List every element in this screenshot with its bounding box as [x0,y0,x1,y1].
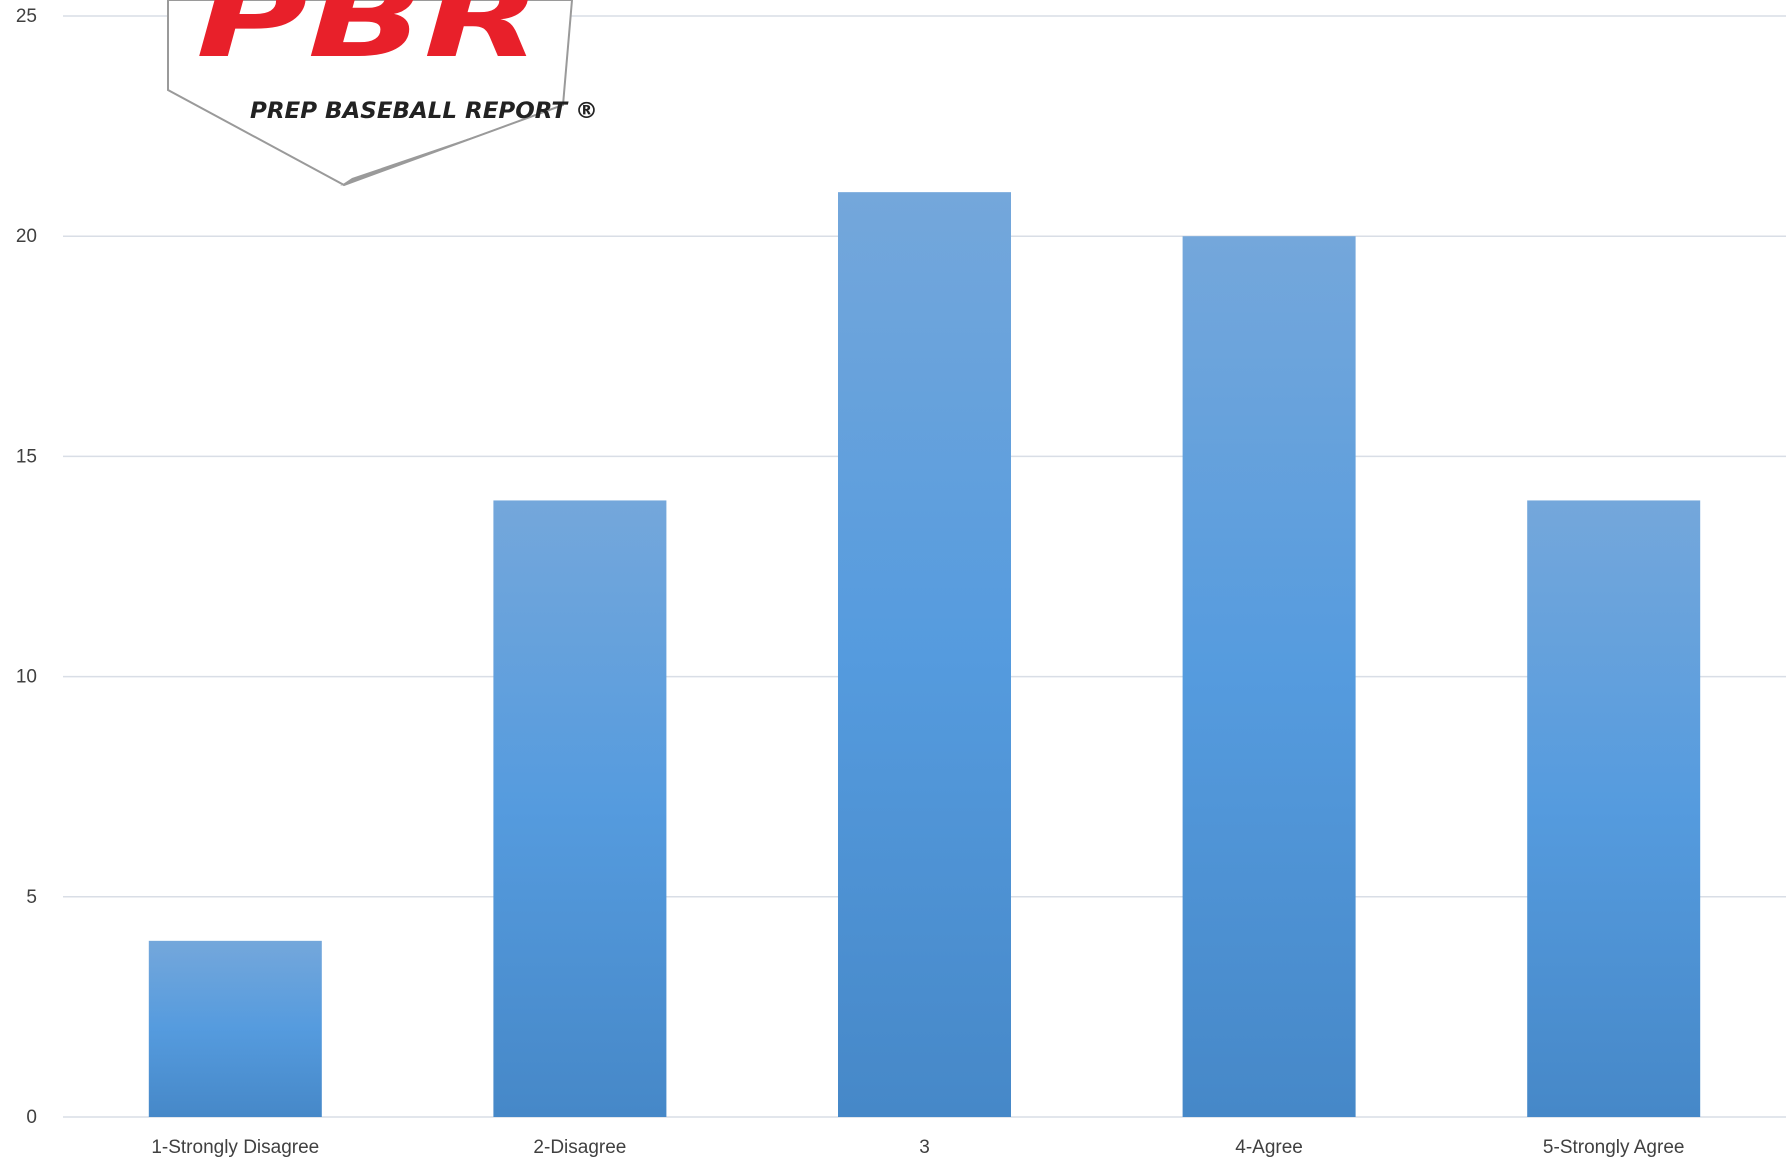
y-tick-label: 5 [26,887,37,908]
bar [493,500,666,1117]
bars [149,192,1700,1117]
x-tick-label: 4-Agree [1235,1137,1303,1158]
x-axis-ticks: 1-Strongly Disagree 2-Disagree 3 4-Agree 5-S… [151,1137,1684,1158]
x-tick-label: 3 [919,1137,930,1158]
y-tick-label: 15 [16,446,37,467]
x-tick-label: 5-Strongly Agree [1543,1137,1685,1158]
logo-wordmark: PREP BASEBALL REPORT ® [250,99,598,124]
y-tick-label: 25 [16,6,37,27]
x-tick-label: 2-Disagree [533,1137,626,1158]
y-tick-label: 20 [16,226,37,247]
bar [838,192,1011,1117]
y-tick-label: 10 [16,667,37,688]
y-axis-ticks: 0 5 10 15 20 25 [16,6,37,1128]
bar [149,941,322,1117]
y-tick-label: 0 [26,1107,37,1128]
bar [1183,236,1356,1117]
bar [1527,500,1700,1117]
x-tick-label: 1-Strongly Disagree [151,1137,319,1158]
pbr-logo: PBR PREP BASEBALL REPORT ® [168,0,598,186]
logo-mark: PBR [196,0,541,82]
